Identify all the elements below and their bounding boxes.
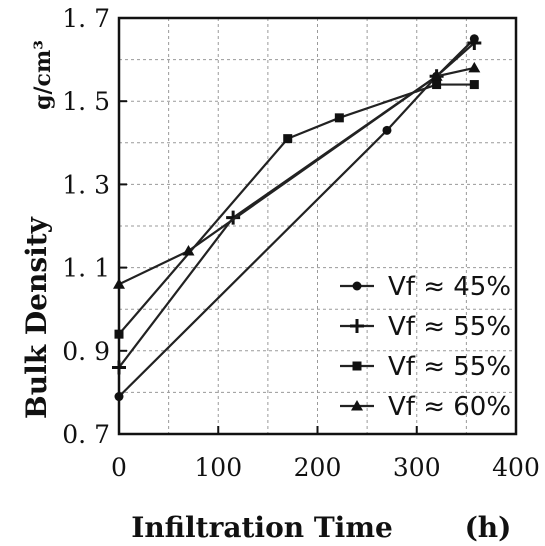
y-tick-label: 1. 5 (62, 87, 110, 116)
x-tick-label: 0 (111, 453, 127, 482)
x-axis-ticks: 0 100 200 300 400 (111, 426, 540, 482)
data-point (432, 80, 442, 90)
data-point (430, 70, 443, 81)
x-tick-label: 100 (194, 453, 242, 482)
y-tick-label: 1. 1 (62, 254, 110, 283)
legend-label: Vf ≈ 55% (388, 352, 511, 382)
series-group (112, 34, 482, 402)
x-tick-label: 200 (294, 453, 342, 482)
legend-marker (350, 319, 364, 333)
x-axis-label: Infiltration Time (131, 511, 393, 544)
legend-label: Vf ≈ 60% (388, 392, 511, 422)
legend-item: Vf ≈ 60% (340, 392, 511, 422)
y-tick-label: 1. 3 (62, 170, 110, 199)
y-axis-label: Bulk Density (20, 216, 53, 419)
series-3 (114, 80, 479, 339)
legend-item: Vf ≈ 55% (340, 312, 511, 342)
grid (119, 18, 516, 434)
legend-item: Vf ≈ 55% (340, 352, 511, 382)
data-point (113, 278, 125, 289)
legend-item: Vf ≈ 45% (340, 272, 511, 302)
x-tick-label: 400 (492, 453, 540, 482)
series-4 (113, 61, 481, 289)
data-point (112, 360, 126, 375)
legend-marker (352, 361, 362, 371)
x-axis-unit: (h) (465, 511, 512, 544)
legend: Vf ≈ 45% Vf ≈ 55% Vf ≈ 55% Vf ≈ 60% (340, 272, 511, 422)
data-point (469, 80, 479, 90)
x-tick-label: 300 (393, 453, 441, 482)
data-point (334, 113, 344, 123)
data-point (226, 210, 241, 225)
data-point (114, 392, 124, 402)
series-line (118, 66, 475, 286)
data-point (468, 61, 481, 73)
y-tick-label: 0. 9 (62, 337, 110, 366)
series-line (118, 38, 476, 398)
legend-marker (352, 281, 362, 291)
y-tick-label: 0. 7 (62, 420, 110, 449)
data-point (182, 244, 195, 256)
legend-label: Vf ≈ 55% (388, 312, 511, 342)
legend-marker (351, 400, 363, 411)
data-point (382, 125, 392, 135)
y-tick-label: 1. 7 (62, 4, 110, 33)
data-point (114, 329, 124, 339)
legend-label: Vf ≈ 45% (388, 272, 511, 302)
data-point (283, 134, 293, 144)
data-point (467, 35, 482, 50)
y-axis-ticks: 0. 7 0. 9 1. 1 1. 3 1. 5 1. 7 (62, 4, 127, 449)
y-axis-unit: g/cm³ (30, 40, 56, 110)
